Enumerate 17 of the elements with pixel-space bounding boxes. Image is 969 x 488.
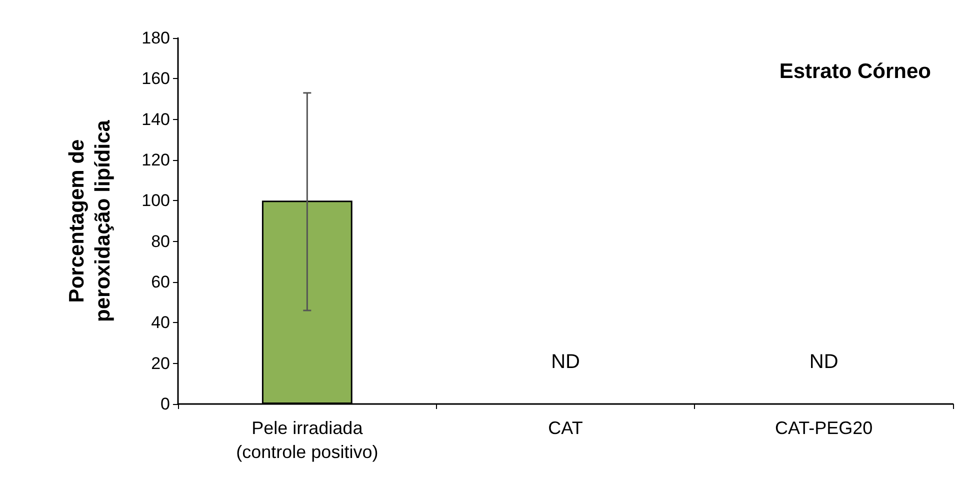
y-tick-label: 20	[151, 354, 170, 373]
y-tick-label: 60	[151, 272, 170, 292]
y-tick-label: 140	[142, 110, 170, 129]
y-axis-title: Porcentagem de peroxidação lipídica	[66, 120, 114, 322]
y-tick-label: 0	[160, 394, 170, 414]
text: ND	[551, 351, 580, 373]
y-tick-label: 100	[142, 191, 170, 210]
text: ND	[809, 351, 838, 373]
y-tick-label: 120	[142, 150, 170, 170]
x-tick-label: CAT-PEG20	[774, 418, 873, 438]
y-tick-label: 180	[142, 28, 170, 48]
y-tick-label: 160	[142, 69, 170, 88]
x-tick-label: Pele irradiada (controle positivo)	[236, 418, 378, 462]
text: Estrato Córneo	[779, 60, 931, 83]
x-tick-label: CAT	[548, 418, 583, 438]
y-tick-label: 80	[151, 232, 170, 251]
y-tick-label: 40	[151, 313, 170, 332]
